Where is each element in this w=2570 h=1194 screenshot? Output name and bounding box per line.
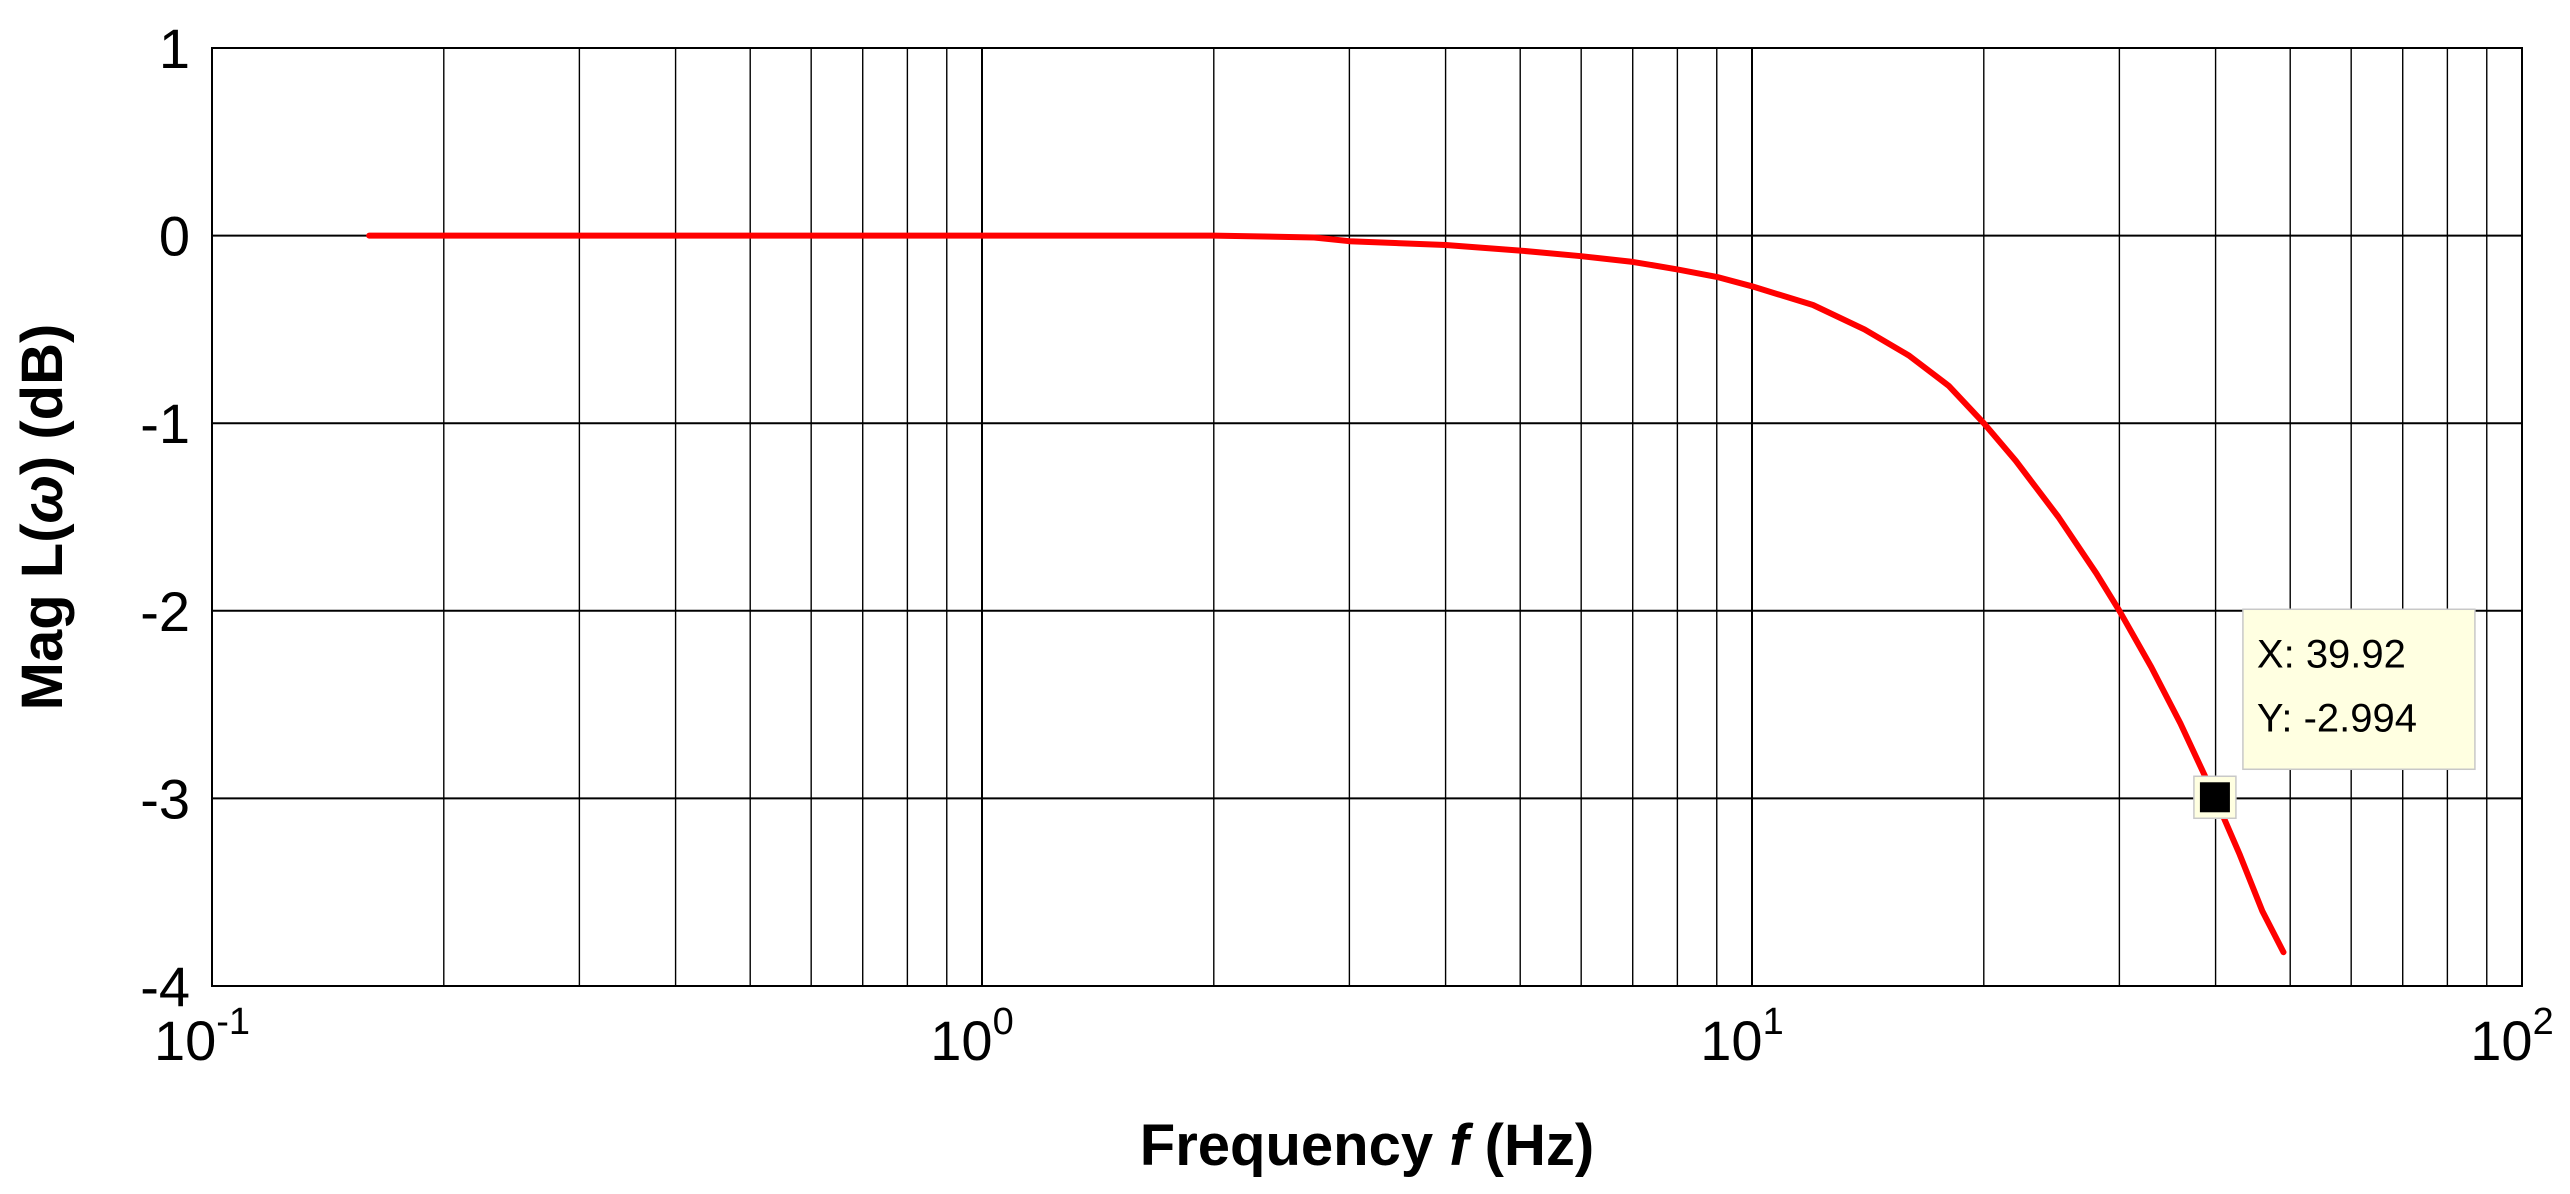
y-tick-label: -4: [140, 955, 190, 1018]
y-tick-label: -2: [140, 580, 190, 643]
y-tick-label: 0: [159, 205, 190, 268]
x-axis-ticks: 10-1 100 101 102: [154, 1001, 2554, 1072]
data-tip[interactable]: X: 39.92 Y: -2.994: [2193, 608, 2476, 820]
data-tip-y: Y: -2.994: [2257, 696, 2417, 740]
y-tick-label: 1: [159, 17, 190, 80]
data-tip-box: [2242, 608, 2476, 771]
data-tip-marker[interactable]: [2199, 782, 2230, 813]
y-tick-label: -3: [140, 767, 190, 830]
y-axis-title: Mag L(ω) (dB): [10, 324, 75, 711]
plot-background: [212, 48, 2522, 986]
y-axis-ticks: 1 0 -1 -2 -3 -4: [140, 17, 190, 1018]
series-layer: [366, 232, 2287, 956]
x-tick-label: 101: [1700, 1001, 1783, 1072]
x-tick-label: 10-1: [154, 1001, 250, 1072]
series-line: [366, 232, 2287, 956]
x-axis-title: Frequency f (Hz): [1140, 1113, 1594, 1178]
x-tick-label: 102: [2470, 1001, 2553, 1072]
y-tick-label: -1: [140, 392, 190, 455]
x-tick-label: 100: [930, 1001, 1013, 1072]
plot-frame: [211, 47, 2523, 987]
data-tip-x: X: 39.92: [2257, 632, 2406, 676]
